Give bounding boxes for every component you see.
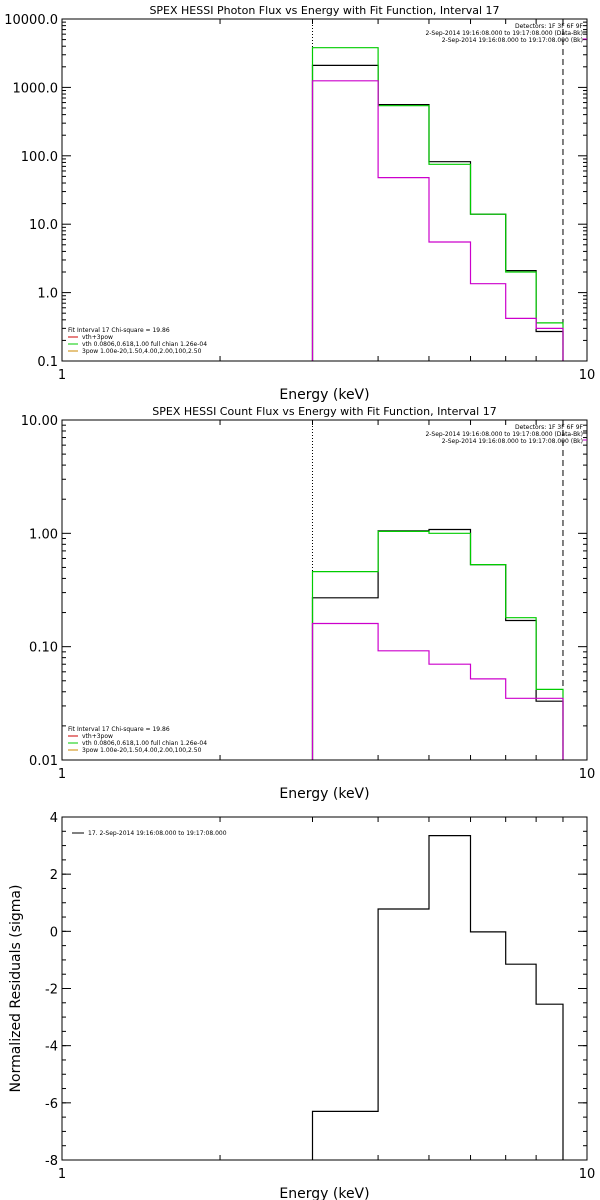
x-tick-label: 1 [58, 767, 66, 782]
y-tick-label: 10.00 [21, 414, 58, 429]
chart-title: SPEX HESSI Count Flux vs Energy with Fit… [152, 405, 496, 418]
y-tick-label: -4 [45, 1040, 58, 1055]
x-tick-label: 1 [58, 1167, 66, 1182]
chart-title: SPEX HESSI Photon Flux vs Energy with Fi… [149, 4, 499, 17]
x-tick-label: 10 [579, 767, 596, 782]
y-tick-label: 0 [50, 925, 58, 940]
x-axis-label: Energy (keV) [279, 1186, 369, 1200]
legend-text: Fit Interval 17 Chi-square = 19.86 [68, 726, 170, 733]
y-tick-label: -2 [45, 983, 58, 998]
info-text-line: Detectors: 1F 3F 6F 9F [515, 23, 584, 30]
y-tick-label: 2 [50, 868, 58, 883]
chart-panel-1: SPEX HESSI Photon Flux vs Energy with Fi… [4, 4, 595, 403]
y-tick-label: 1.00 [29, 527, 58, 542]
plot-frame [61, 816, 588, 1161]
y-tick-label: 0.01 [29, 754, 58, 769]
y-tick-label: 1.0 [37, 287, 58, 302]
x-tick-label: 10 [579, 368, 596, 383]
legend-text: vth 0.0806,0.618,1.00 full chian 1.26e-0… [82, 740, 207, 747]
x-axis-label: Energy (keV) [279, 387, 369, 403]
x-axis-label: Energy (keV) [279, 786, 369, 802]
y-tick-label: 10000.0 [4, 13, 58, 28]
x-tick-label: 10 [579, 1167, 596, 1182]
y-tick-label: -8 [45, 1154, 58, 1169]
legend-text: 3pow 1.00e-20,1.50,4.00,2.00,100,2.50 [82, 747, 202, 754]
plot-frame [61, 419, 588, 761]
y-tick-label: 1000.0 [13, 81, 59, 96]
info-text-line: 2-Sep-2014 19:16:08.000 to 19:17:08.000 … [425, 30, 583, 37]
y-tick-label: 0.10 [29, 641, 58, 656]
info-text-line: 2-Sep-2014 19:16:08.000 to 19:17:08.000 … [442, 37, 583, 44]
y-tick-label: -6 [45, 1097, 58, 1112]
axis-ticks [62, 18, 587, 362]
chart-panel-2: SPEX HESSI Count Flux vs Energy with Fit… [21, 405, 595, 802]
legend-text: Fit Interval 17 Chi-square = 19.86 [68, 327, 170, 334]
series-2-histogram [311, 47, 564, 361]
info-text-line: 2-Sep-2014 19:16:08.000 to 19:17:08.000 … [425, 431, 583, 438]
chart-panel-3: -8 -6 -4 -2 0 2 4 1 10 Energy (keV) Normalized Res… [8, 811, 595, 1200]
legend-text: vth 0.0806,0.618,1.00 full chian 1.26e-0… [82, 341, 207, 348]
series-3-histogram [311, 622, 564, 760]
series-legend-label: 17. 2-Sep-2014 19:16:08.000 to 19:17:08.… [88, 830, 227, 837]
series-1-histogram [311, 528, 564, 760]
info-text-line: 2-Sep-2014 19:16:08.000 to 19:17:08.000 … [442, 438, 583, 445]
y-axis-label: Normalized Residuals (sigma) [8, 885, 24, 1093]
legend-text: vth+3pow [82, 733, 113, 740]
y-tick-label: 0.1 [37, 355, 58, 370]
legend-text: vth+3pow [82, 334, 113, 341]
series-1-histogram [311, 64, 564, 361]
y-tick-label: 100.0 [21, 150, 58, 165]
info-text-line: Detectors: 1F 3F 6F 9F [515, 424, 584, 431]
series-1-histogram [311, 835, 564, 1160]
series-2-histogram [311, 530, 564, 760]
axis-ticks [62, 816, 587, 1161]
x-tick-label: 1 [58, 368, 66, 383]
y-tick-label: 4 [50, 811, 58, 826]
plot-frame [61, 18, 588, 362]
axis-ticks [62, 419, 587, 761]
legend-text: 3pow 1.00e-20,1.50,4.00,2.00,100,2.50 [82, 348, 202, 355]
y-tick-label: 10.0 [29, 218, 58, 233]
series-3-histogram [311, 80, 564, 361]
